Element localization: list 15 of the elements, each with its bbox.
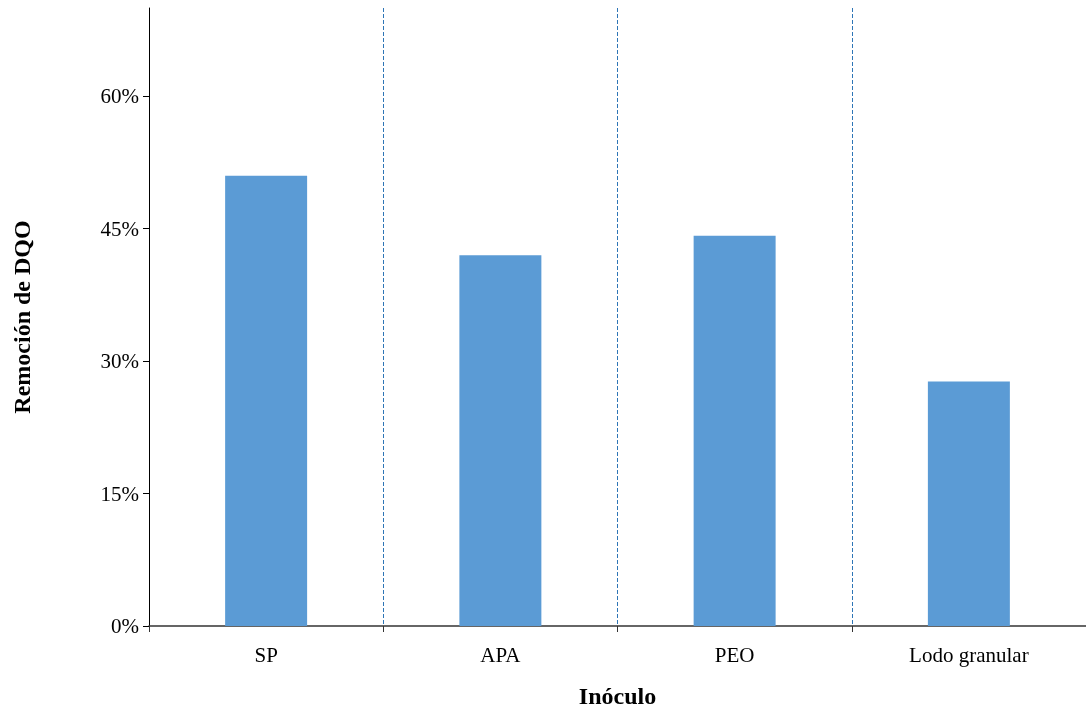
bar <box>693 235 776 626</box>
x-tick-label: SP <box>254 642 278 667</box>
x-axis-title: Inóculo <box>578 683 657 709</box>
bar <box>459 255 542 626</box>
x-tick-label: APA <box>480 642 522 667</box>
bar <box>225 175 308 626</box>
bar <box>927 381 1010 626</box>
y-axis-title: Remoción de DQO <box>9 220 35 414</box>
y-tick-label: 30% <box>100 349 139 374</box>
x-tick-label: Lodo granular <box>909 642 1029 667</box>
y-tick-label: 60% <box>100 84 139 109</box>
y-tick-label: 45% <box>100 216 139 241</box>
y-tick-label: 0% <box>111 614 139 638</box>
x-tick-label: PEO <box>714 642 755 667</box>
y-tick-label: 15% <box>100 481 139 506</box>
